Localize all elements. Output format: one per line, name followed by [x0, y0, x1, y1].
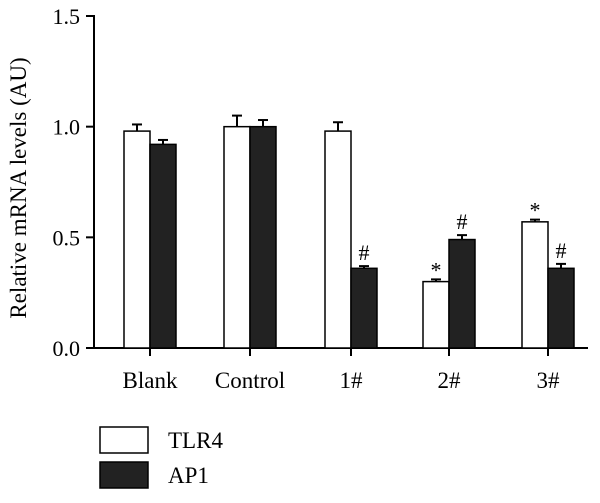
bar-tlr4-3	[422, 280, 450, 349]
significance-mark: #	[457, 209, 468, 234]
error-bar	[132, 123, 142, 132]
error-bar	[258, 119, 268, 127]
legend-swatch-ap1	[99, 461, 149, 489]
significance-mark: *	[530, 198, 541, 223]
bar-ap1-1	[249, 125, 277, 349]
error-bar	[457, 234, 467, 240]
category-label: Blank	[123, 368, 178, 393]
category-label: Control	[215, 368, 285, 393]
legend: TLR4 AP1	[99, 426, 223, 489]
y-tick-label: 0.0	[53, 336, 81, 361]
bars	[123, 125, 575, 349]
legend-label: TLR4	[168, 428, 223, 453]
error-bar	[232, 114, 242, 127]
error-bar	[333, 121, 343, 132]
y-tick-label: 0.5	[53, 225, 81, 250]
error-bar	[530, 218, 540, 222]
category-labels: Blank Control 1# 2# 3#	[123, 348, 560, 393]
significance-mark: #	[556, 238, 567, 263]
bar-tlr4-2	[324, 130, 352, 349]
error-bar	[359, 265, 369, 269]
bar-ap1-3	[448, 238, 476, 349]
bar-tlr4-0	[123, 130, 151, 349]
bar-tlr4-4	[521, 221, 549, 349]
legend-label: AP1	[168, 463, 209, 488]
category-label: 3#	[537, 368, 561, 393]
significance-annotations: * * # # #	[359, 198, 567, 283]
y-axis-label: Relative mRNA levels (AU)	[6, 57, 31, 318]
legend-swatch-tlr4	[99, 426, 149, 454]
category-label: 1#	[340, 368, 364, 393]
bar-ap1-0	[149, 143, 177, 349]
significance-mark: #	[359, 240, 370, 265]
bar-ap1-2	[350, 267, 378, 349]
bar-tlr4-1	[223, 125, 251, 349]
error-bar	[556, 262, 566, 269]
error-bar	[431, 278, 441, 282]
error-bars	[132, 114, 566, 282]
category-label: 2#	[438, 368, 462, 393]
bar-ap1-4	[547, 267, 575, 349]
y-tick-label: 1.0	[53, 115, 81, 140]
y-tick-label: 1.5	[53, 4, 81, 29]
error-bar	[158, 138, 168, 145]
y-ticks: 0.0 0.5 1.0 1.5	[53, 4, 94, 361]
significance-mark: *	[431, 257, 442, 282]
